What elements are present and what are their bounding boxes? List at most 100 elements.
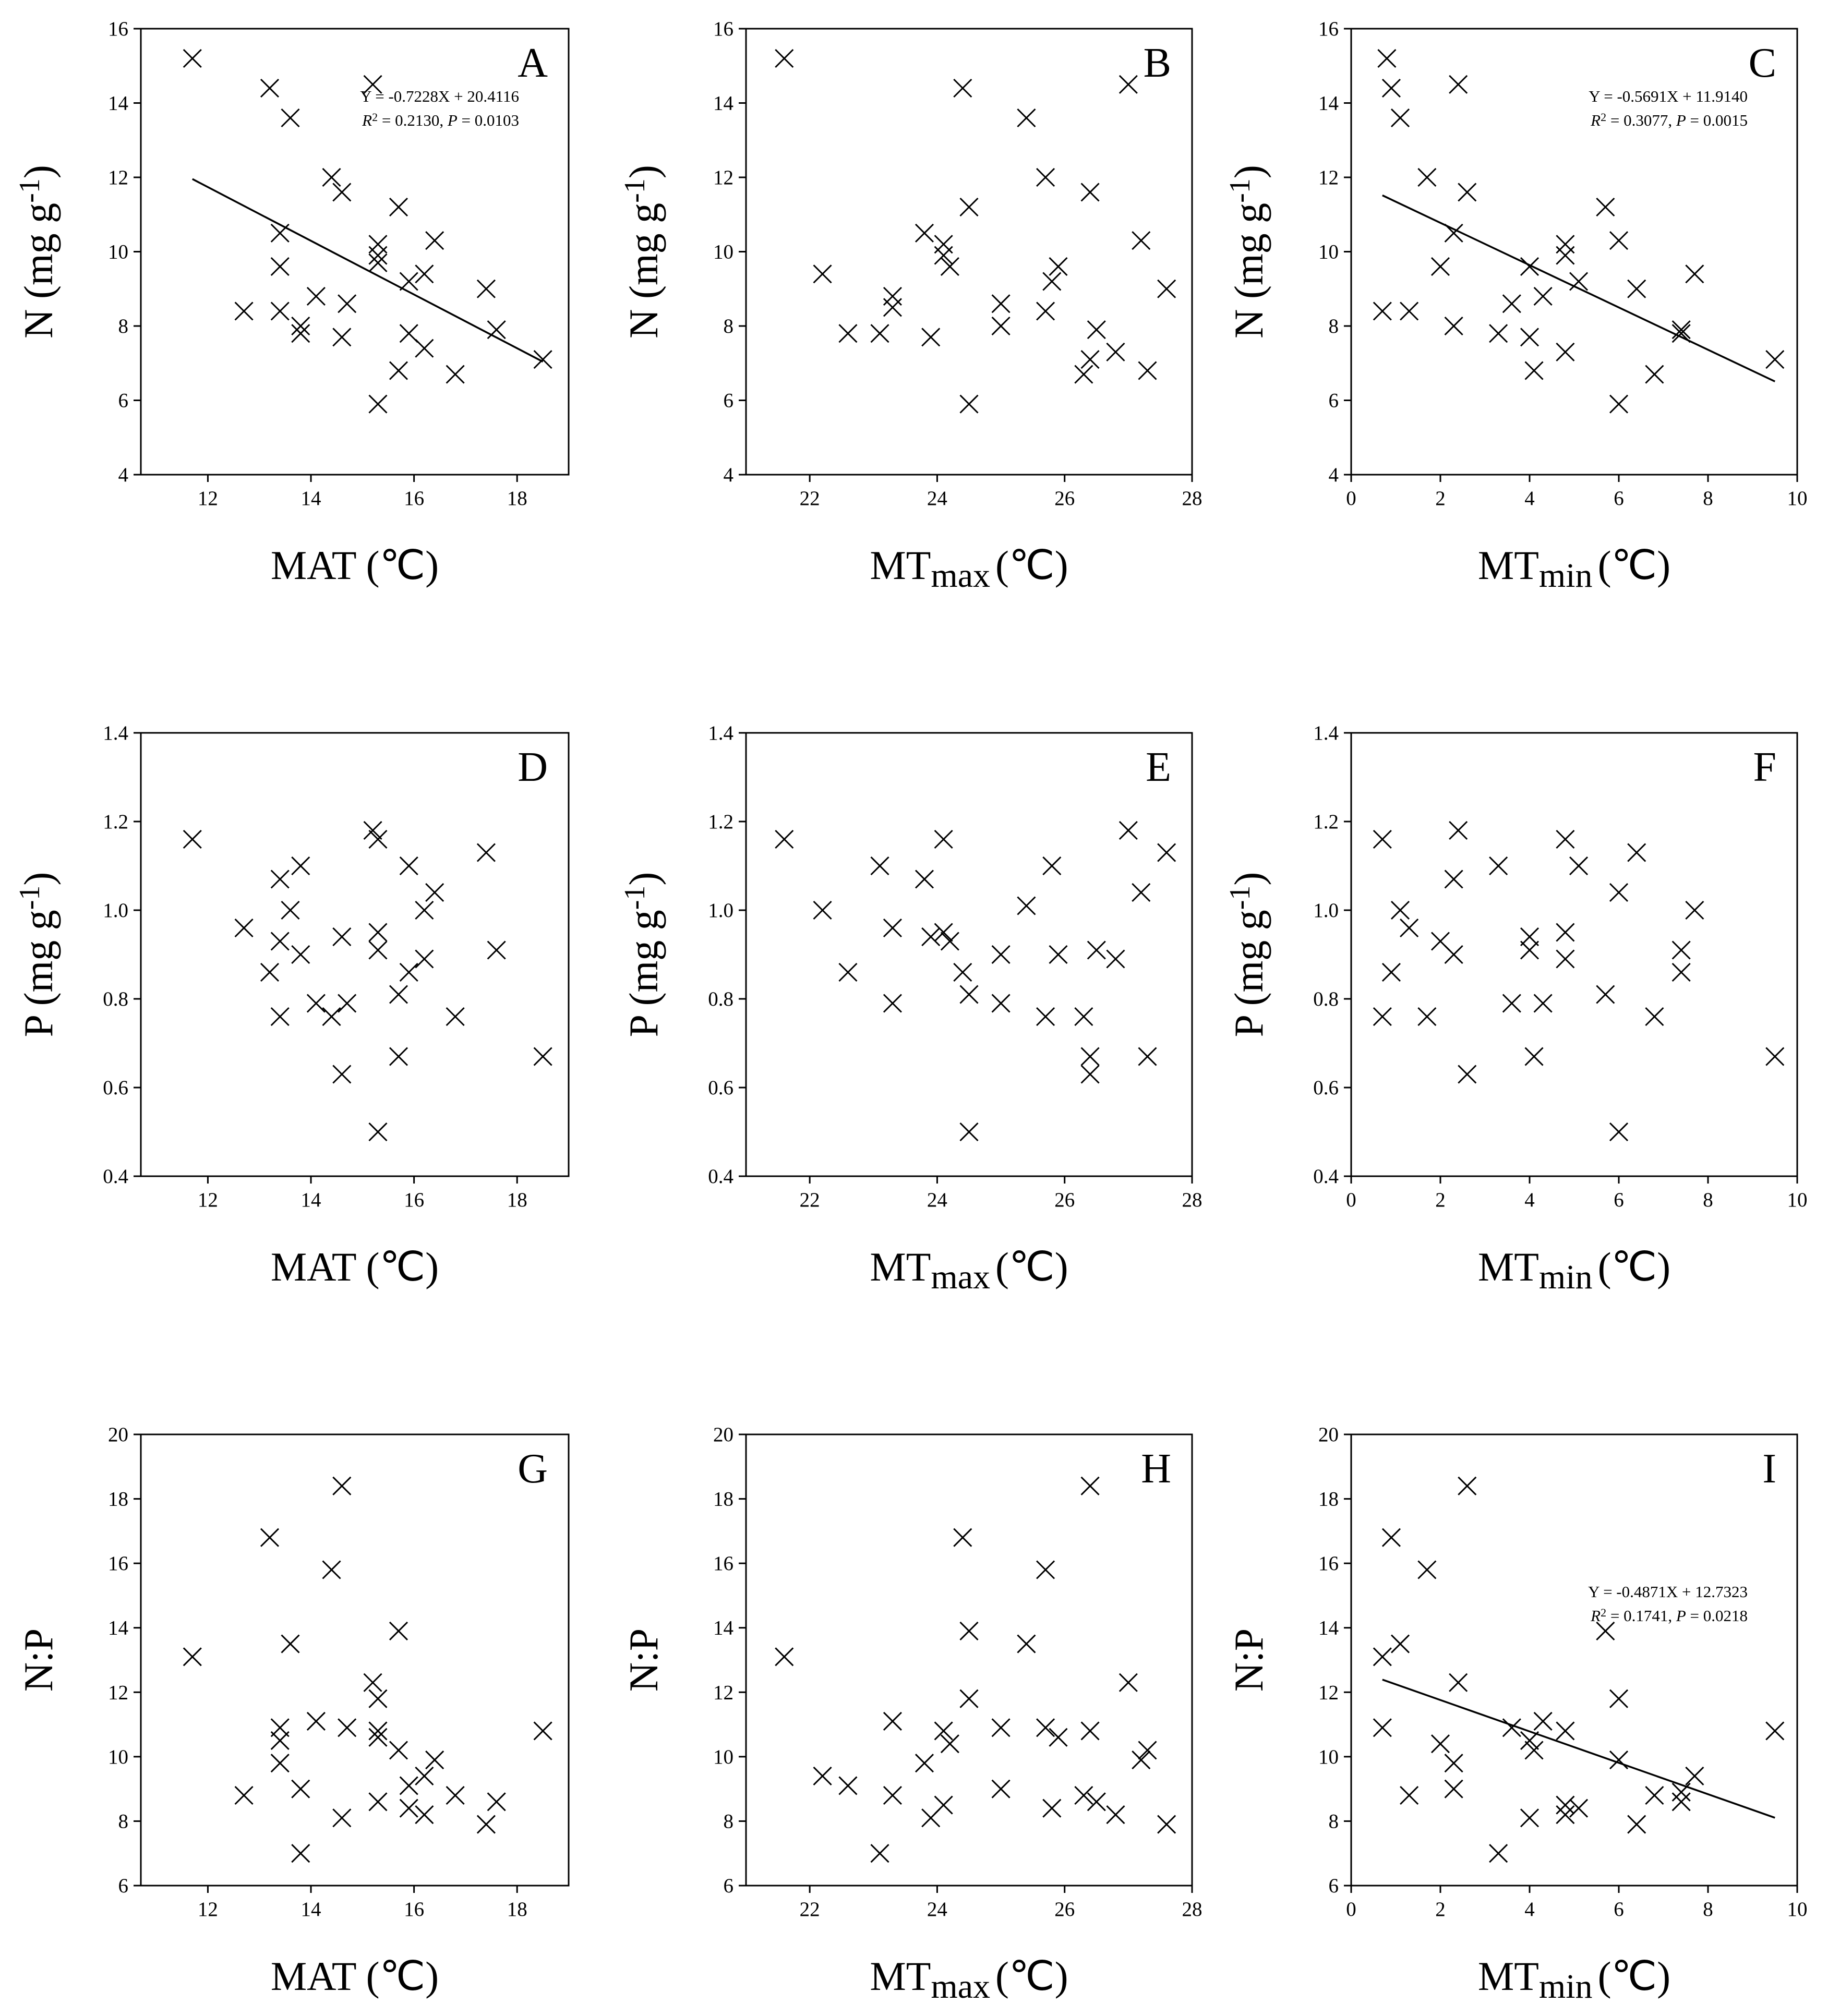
x-axis-label: MAT (℃) [271, 1244, 439, 1289]
x-tick-label: 18 [507, 1898, 527, 1921]
data-point [291, 316, 310, 336]
x-tick-label: 6 [1614, 1189, 1624, 1211]
data-point [959, 394, 979, 414]
data-point [1556, 1805, 1575, 1825]
y-tick-label: 0.8 [103, 988, 128, 1010]
y-tick-label: 10 [713, 241, 733, 263]
data-point [1400, 1785, 1419, 1805]
data-point [1106, 949, 1125, 969]
panel-letter: I [1762, 1446, 1776, 1492]
data-point [1074, 1007, 1093, 1027]
y-tick-label: 1.4 [708, 722, 733, 744]
data-point [915, 223, 934, 243]
data-point [1609, 1750, 1629, 1770]
y-tick-label: 12 [1318, 1681, 1339, 1704]
data-point [291, 1779, 310, 1798]
data-point [368, 829, 388, 849]
y-tick-label: 6 [724, 390, 734, 412]
data-point [1671, 1792, 1691, 1812]
x-tick-label: 12 [198, 1898, 218, 1921]
regression-equation: Y = -0.5691X + 11.9140 [1589, 87, 1748, 105]
data-point [270, 1731, 290, 1751]
x-tick-label: 4 [1524, 1189, 1535, 1211]
data-point [281, 108, 300, 128]
data-point [1645, 1785, 1664, 1805]
data-point [934, 246, 953, 265]
data-point [1627, 279, 1646, 298]
data-point [1444, 1754, 1463, 1773]
y-tick-label: 10 [1318, 1746, 1339, 1768]
data-point [368, 940, 388, 960]
data-point [1609, 231, 1629, 250]
data-point [1087, 940, 1106, 960]
data-point [332, 1808, 352, 1828]
data-point [959, 985, 979, 1004]
y-tick-label: 12 [1318, 166, 1339, 189]
y-tick-label: 14 [1318, 92, 1339, 115]
data-point [1132, 231, 1151, 250]
data-point [813, 900, 832, 920]
panel-d: 12 14 16 18 0.4 0.6 0.8 1.0 1.2 1.4 MAT (℃) P (mg g… [14, 722, 570, 1289]
data-point [775, 1647, 794, 1667]
y-axis-label: N:P [621, 1628, 666, 1692]
data-point [1458, 1065, 1477, 1084]
x-tick-label: 16 [404, 1189, 424, 1211]
panel-c: 0 2 4 6 8 10 4 6 8 10 12 14 16 MTmin (℃) N (mg g-1) CY =… [1224, 18, 1808, 595]
x-tick-label: 0 [1346, 1898, 1356, 1921]
data-point [1074, 365, 1093, 384]
data-point [234, 1785, 254, 1805]
data-point [368, 394, 388, 414]
data-point [1390, 108, 1410, 128]
data-point [281, 1634, 300, 1653]
data-point [260, 78, 280, 98]
data-point [1390, 1634, 1410, 1653]
panel-letter: H [1141, 1446, 1171, 1492]
data-point [487, 940, 506, 960]
data-point [1556, 1721, 1575, 1741]
y-tick-label: 12 [108, 166, 128, 189]
y-tick-label: 1.2 [1313, 811, 1339, 833]
y-tick-label: 18 [1318, 1488, 1339, 1511]
data-point [1132, 883, 1151, 902]
data-point [1157, 843, 1176, 862]
data-point [389, 1621, 408, 1640]
data-point [1533, 994, 1553, 1013]
x-tick-label: 28 [1182, 487, 1202, 510]
data-point [870, 856, 889, 876]
plot-frame [140, 1433, 570, 1887]
data-point [1106, 342, 1125, 361]
data-point [270, 870, 290, 889]
data-point [368, 1721, 388, 1741]
y-tick-label: 14 [108, 92, 128, 115]
data-point [940, 257, 959, 276]
data-point [1080, 1047, 1100, 1066]
data-point [1609, 1122, 1629, 1142]
data-point [533, 1721, 552, 1741]
data-point [1373, 1007, 1392, 1027]
y-tick-label: 0.4 [708, 1165, 733, 1188]
data-point [1520, 1731, 1540, 1751]
data-point [1036, 1560, 1055, 1579]
data-point [306, 994, 326, 1013]
data-point [775, 829, 794, 849]
y-tick-label: 1.4 [1313, 722, 1339, 744]
x-axis-label: MTmax (℃) [870, 1244, 1068, 1296]
data-point [1569, 272, 1589, 291]
x-tick-label: 10 [1787, 1189, 1808, 1211]
y-tick-label: 8 [118, 315, 129, 337]
data-point [1017, 896, 1036, 915]
data-point [1520, 927, 1540, 947]
data-point [1157, 1815, 1176, 1834]
data-point [1049, 945, 1068, 964]
data-point [1017, 1634, 1036, 1653]
y-tick-label: 0.8 [1313, 988, 1339, 1010]
plot-frame [140, 732, 570, 1177]
data-point [1417, 1007, 1437, 1027]
x-tick-label: 2 [1435, 487, 1446, 510]
data-point [1449, 75, 1468, 94]
y-axis-label: P (mg g-1) [619, 872, 666, 1037]
data-point [1036, 1007, 1055, 1027]
y-tick-label: 10 [108, 1746, 128, 1768]
data-point [389, 1741, 408, 1760]
data-point [1449, 820, 1468, 840]
